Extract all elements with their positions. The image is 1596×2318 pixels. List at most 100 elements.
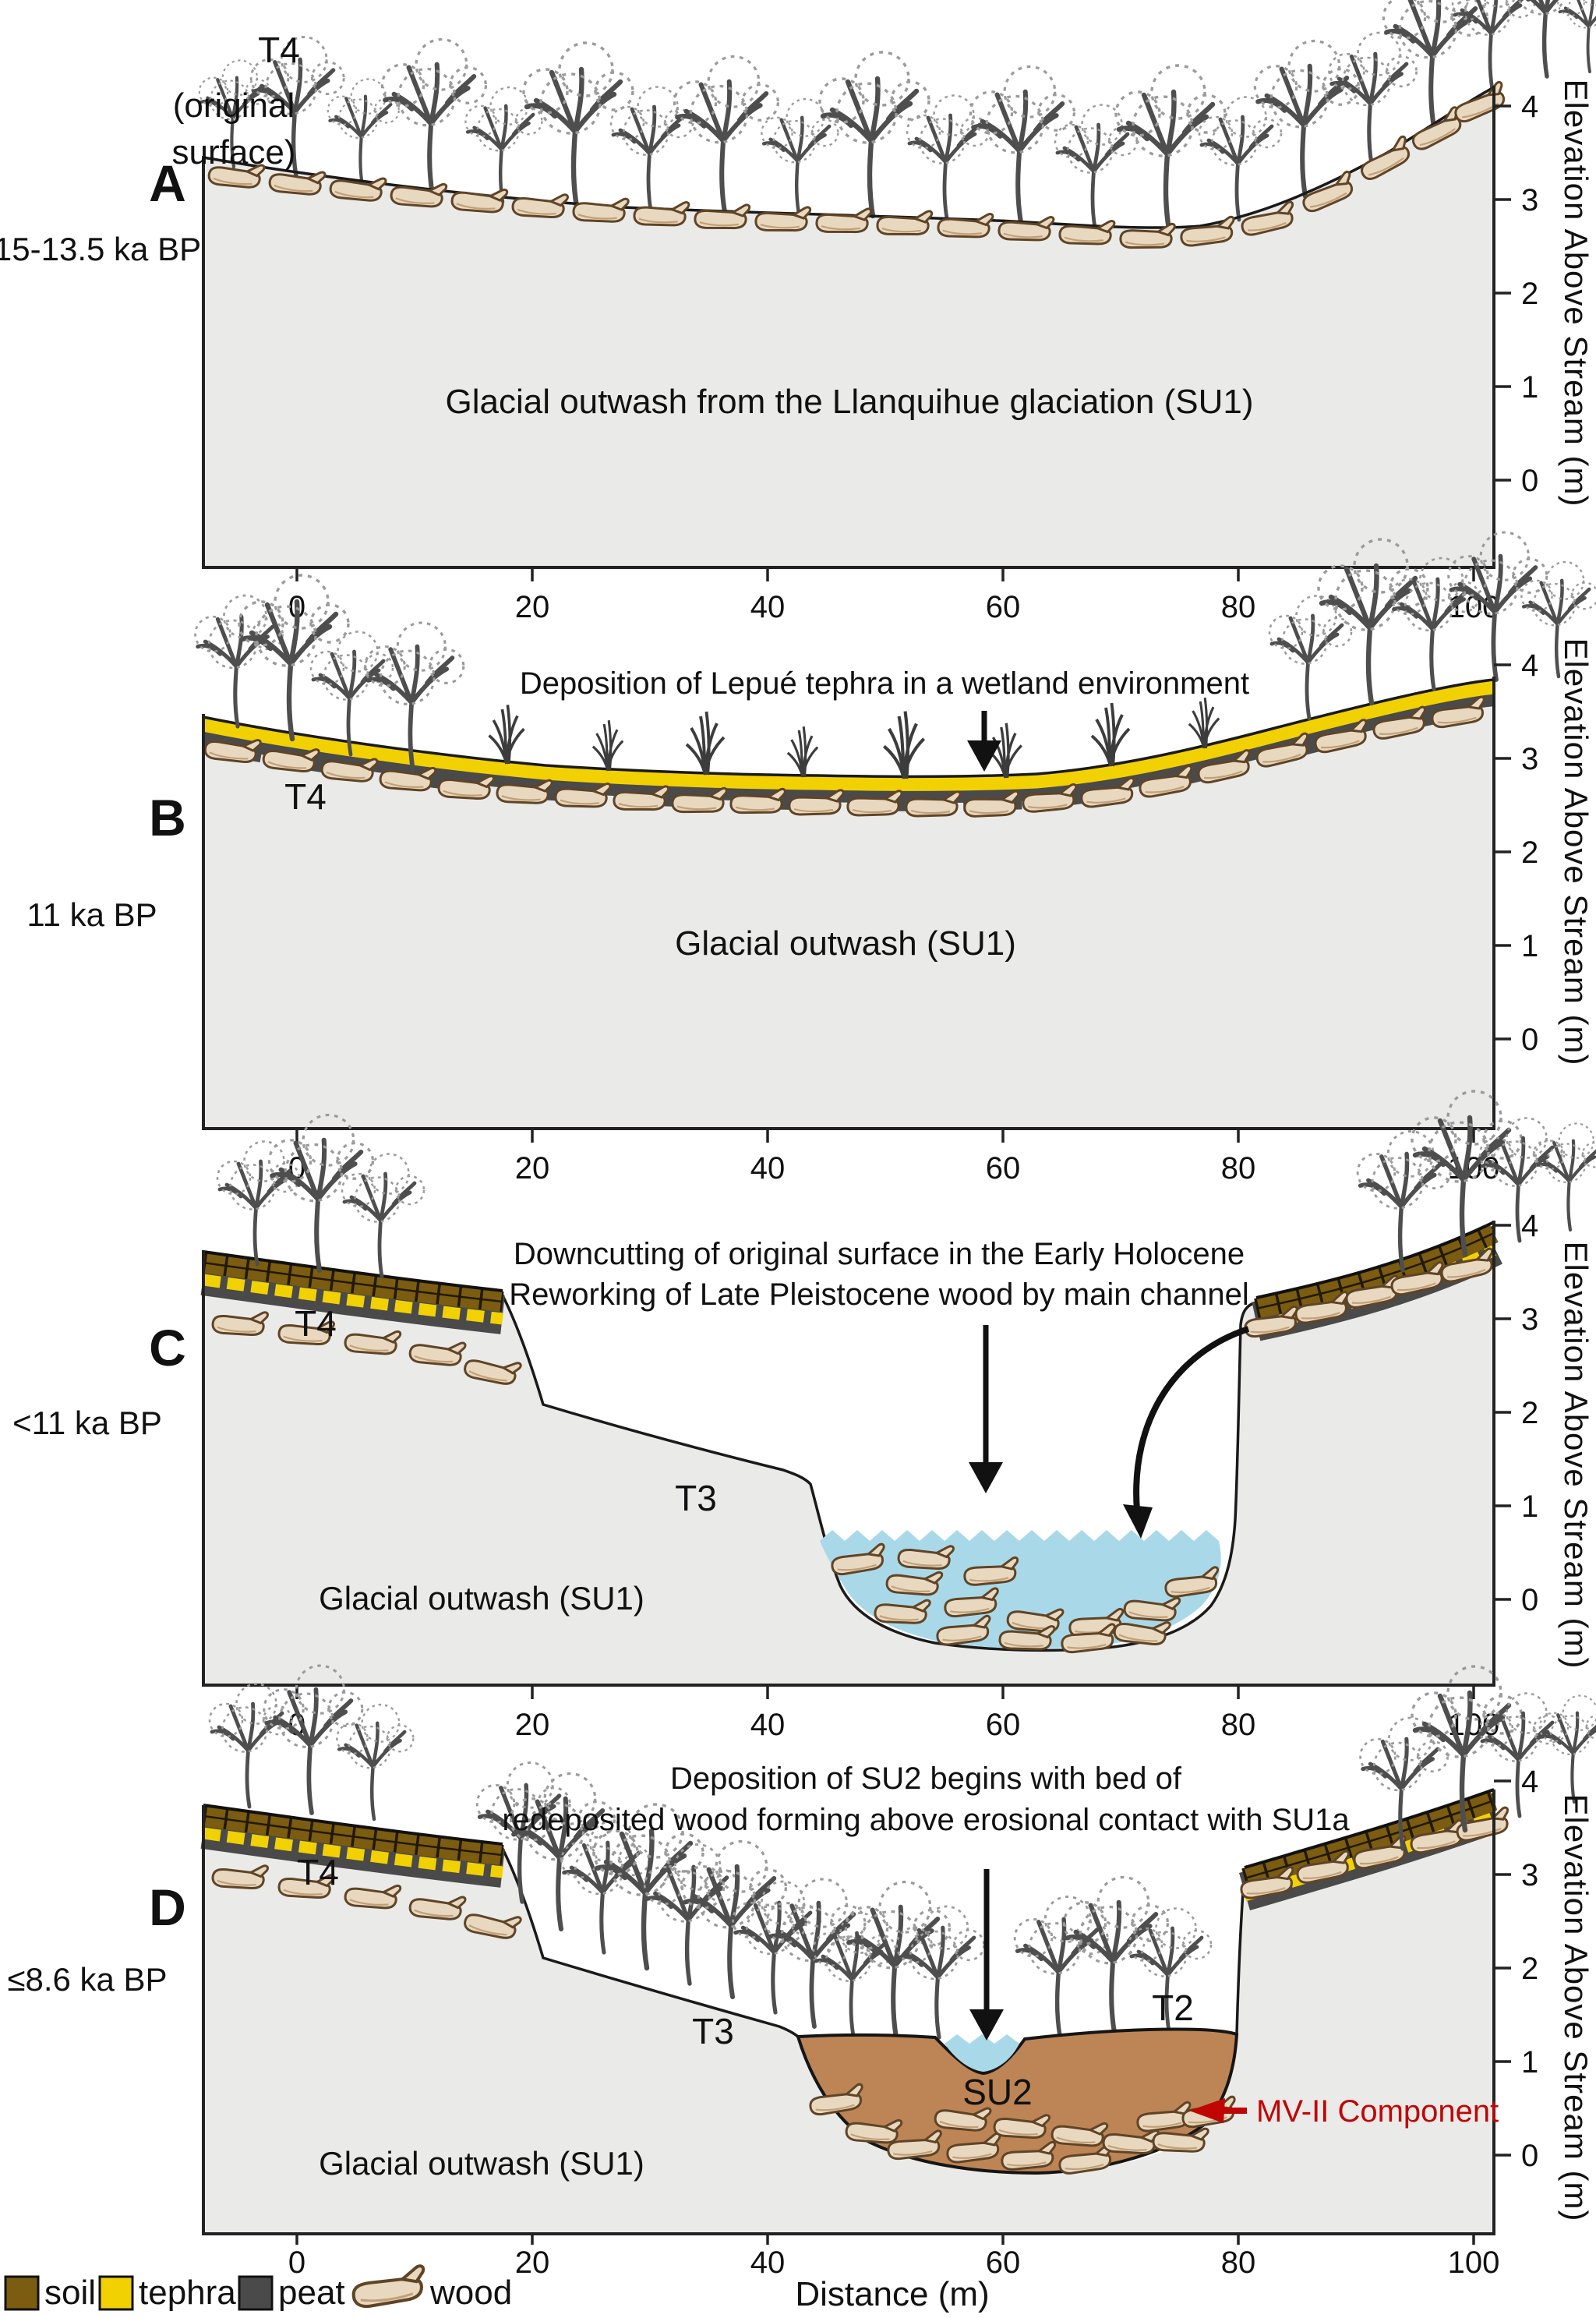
y-tick-label: 2: [1521, 1952, 1538, 1986]
x-tick-label: 60: [986, 590, 1021, 624]
panel-d-mvii-label: MV-II Component: [1256, 2094, 1499, 2129]
panel-b: 0 20 40 60 80 100 4 3 2 1 0 Elevation Ab…: [26, 532, 1596, 1186]
legend-tephra-label: tephra: [139, 2274, 236, 2312]
panel-b-age-label: 11 ka BP: [26, 896, 157, 933]
panel-b-body-label: Glacial outwash (SU1): [675, 924, 1016, 963]
panel-d-outwash-body: [203, 1794, 1494, 2234]
x-tick-label: 40: [750, 2246, 786, 2280]
panel-c-down-arrow: [969, 1325, 1003, 1493]
y-tick-label: 3: [1521, 742, 1538, 776]
panel-c-curved-arrow: [1123, 1326, 1250, 1539]
x-tick-label: 40: [750, 1708, 786, 1742]
y-tick-label: 2: [1521, 836, 1538, 870]
panel-b-t4-label: T4: [284, 776, 327, 817]
x-tick-label: 40: [750, 590, 786, 624]
x-tick-label: 100: [1448, 2246, 1500, 2280]
panel-c-age-label: <11 ka BP: [12, 1405, 162, 1441]
y-tick-label: 4: [1521, 1209, 1538, 1243]
legend-tephra-swatch: [98, 2275, 134, 2311]
panel-d-t3-label: T3: [692, 2011, 734, 2051]
y-tick-label: 3: [1521, 183, 1538, 217]
panel-d-age-label: ≤8.6 ka BP: [7, 1961, 167, 1998]
y-tick-label: 2: [1521, 277, 1538, 311]
panel-d-t4-label: T4: [297, 1852, 339, 1892]
panel-d-down-arrow: [969, 1869, 1004, 2041]
x-tick-label: 60: [986, 1708, 1021, 1742]
legend-soil-label: soil: [44, 2274, 96, 2312]
x-tick-label: 0: [288, 2246, 305, 2280]
panel-b-caption: Deposition of Lepué tephra in a wetland …: [520, 666, 1249, 701]
y-axis-title: Elevation Above Stream (m): [1558, 638, 1594, 1066]
legend: soil tephra peat wood Distance (m): [4, 2266, 990, 2313]
legend-wood-label: wood: [429, 2274, 512, 2312]
x-tick-label: 80: [1221, 1708, 1256, 1742]
y-tick-label: 1: [1521, 929, 1538, 963]
y-tick-label: 4: [1521, 648, 1538, 683]
y-tick-label: 1: [1521, 1489, 1538, 1524]
panel-c-t4-label: T4: [295, 1303, 337, 1344]
panel-c-left-terrace-band: [200, 1250, 505, 1334]
x-tick-label: 60: [986, 2246, 1021, 2280]
y-tick-label: 2: [1521, 1396, 1538, 1430]
panel-b-letter: B: [149, 789, 186, 846]
panel-d-caption-line1: Deposition of SU2 begins with bed of: [670, 1761, 1182, 1796]
y-axis-title: Elevation Above Stream (m): [1558, 1794, 1594, 2222]
y-tick-label: 3: [1521, 1302, 1538, 1337]
y-tick-label: 1: [1521, 2045, 1538, 2079]
x-tick-label: 80: [1221, 2246, 1256, 2280]
panel-d-su2-label: SU2: [962, 2072, 1032, 2112]
legend-peat-label: peat: [278, 2274, 345, 2312]
panel-c-body-label: Glacial outwash (SU1): [319, 1580, 644, 1617]
y-axis-title: Elevation Above Stream (m): [1558, 80, 1594, 507]
panel-a-y-axis: 4 3 2 1 0 Elevation Above Stream (m): [1494, 80, 1594, 507]
panel-d-x-axis: 0 20 40 60 80 100: [288, 2234, 1500, 2280]
x-tick-label: 80: [1221, 1151, 1256, 1186]
y-tick-label: 3: [1521, 1858, 1538, 1892]
panel-a-t4-note-line2: surface): [172, 133, 296, 171]
panel-c-t3-label: T3: [675, 1478, 717, 1518]
y-axis-title: Elevation Above Stream (m): [1558, 1242, 1594, 1670]
panel-d-mvii-arrow: [1189, 2098, 1247, 2123]
x-tick-label: 40: [750, 1151, 786, 1186]
y-tick-label: 0: [1521, 464, 1538, 498]
panel-a: 0 20 40 60 80 100 4 3 2 1 0 Elevation Ab…: [0, 0, 1596, 624]
panel-d-caption-line2: redeposited wood forming above erosional…: [502, 1803, 1350, 1837]
panel-a-t4-note-line1: (original: [173, 87, 295, 125]
panel-c-outwash-body: [203, 1227, 1494, 1685]
panel-c-letter: C: [149, 1319, 186, 1376]
panel-c-y-axis: 4 3 2 1 0 Elevation Above Stream (m): [1494, 1209, 1594, 1669]
panel-d-y-axis: 4 3 2 1 0 Elevation Above Stream (m): [1494, 1765, 1594, 2221]
panel-b-x-axis: 0 20 40 60 80 100: [288, 1129, 1499, 1186]
panel-d: 0 20 40 60 80 100 4 3 2 1 0 Elevation Ab…: [7, 1666, 1596, 2280]
x-axis-title: Distance (m): [795, 2275, 989, 2313]
x-tick-label: 20: [515, 2246, 550, 2280]
panel-a-age-label: 15-13.5 ka BP: [0, 231, 201, 267]
panel-d-t2-label: T2: [1152, 1988, 1194, 2028]
panel-c-x-axis: 0 20 40 60 80 100: [288, 1685, 1499, 1742]
panel-d-letter: D: [149, 1878, 186, 1936]
panel-a-t4-label: T4: [258, 30, 300, 70]
x-tick-label: 80: [1221, 590, 1256, 624]
legend-wood-icon: [351, 2266, 427, 2309]
y-tick-label: 0: [1521, 2139, 1538, 2173]
panel-d-left-terrace-band: [200, 1804, 505, 1888]
x-tick-label: 20: [515, 1151, 550, 1186]
y-tick-label: 1: [1521, 370, 1538, 405]
y-tick-label: 4: [1521, 1765, 1538, 1799]
panel-a-letter: A: [149, 154, 186, 212]
panel-b-y-axis: 4 3 2 1 0 Elevation Above Stream (m): [1494, 638, 1594, 1066]
legend-soil-swatch: [4, 2275, 40, 2311]
x-tick-label: 20: [515, 1708, 550, 1742]
x-tick-label: 60: [986, 1151, 1021, 1186]
panel-d-water-notch: [945, 2034, 1019, 2072]
y-tick-label: 0: [1521, 1583, 1538, 1617]
panel-c-caption-line1: Downcutting of original surface in the E…: [514, 1237, 1245, 1271]
panel-a-body-label: Glacial outwash from the Llanquihue glac…: [445, 383, 1253, 421]
panel-c: 0 20 40 60 80 100 4 3 2 1 0 Elevation Ab…: [12, 1091, 1596, 1742]
panel-b-down-arrow: [967, 711, 1001, 772]
legend-peat-swatch: [238, 2275, 274, 2311]
panel-d-body-label: Glacial outwash (SU1): [319, 2145, 644, 2182]
y-tick-label: 0: [1521, 1023, 1538, 1057]
